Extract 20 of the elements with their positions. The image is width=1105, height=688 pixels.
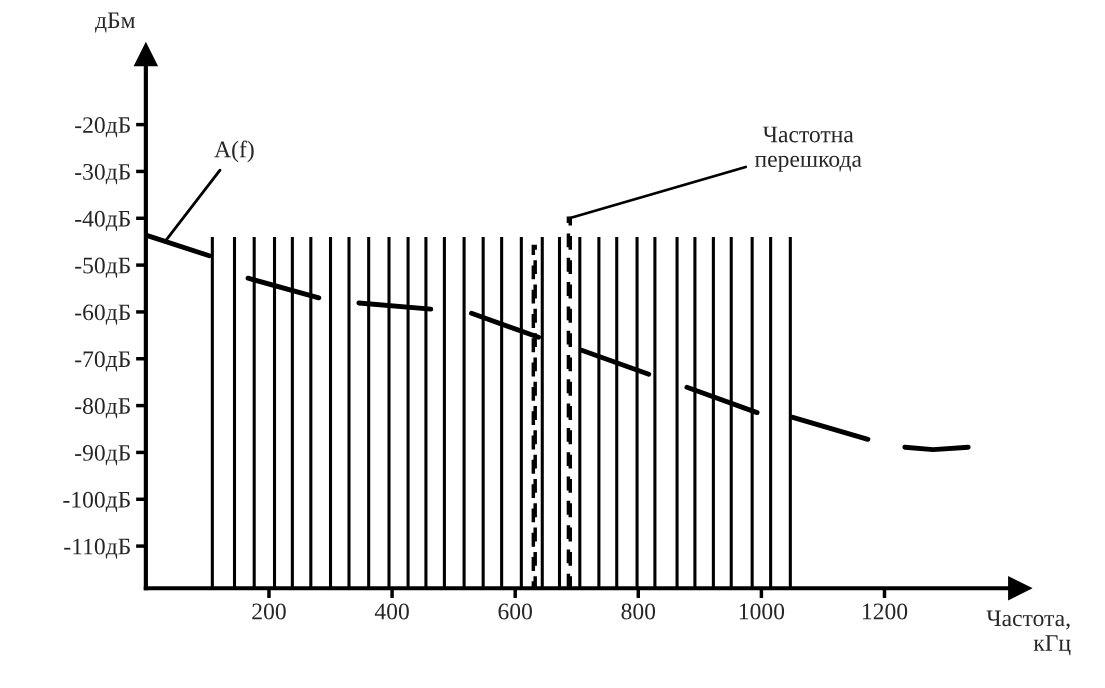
y-tick-label: -60дБ — [75, 304, 130, 325]
y-tick-label: -50дБ — [75, 257, 130, 278]
x-tick-label: 200 — [252, 603, 286, 620]
annotation: Частотна перешкода — [754, 126, 862, 172]
y-axis-title: дБм — [95, 12, 135, 33]
x-tick-label: 1000 — [739, 603, 785, 620]
x-tick-label: 1200 — [862, 603, 908, 620]
y-tick-label: -30дБ — [75, 163, 130, 185]
y-tick-label: -100дБ — [63, 491, 130, 513]
annotation: A(f) — [214, 140, 254, 163]
x-tick-label: 600 — [498, 603, 532, 620]
x-axis-title: Частота, кГц — [986, 610, 1071, 656]
x-tick-label: 800 — [621, 603, 656, 620]
y-tick-label: -90дБ — [75, 444, 130, 466]
x-tick-label: 400 — [374, 603, 409, 620]
y-tick-label: -20дБ — [75, 117, 130, 138]
y-tick-label: -80дБ — [75, 398, 130, 419]
y-tick-label: -110дБ — [64, 538, 130, 559]
y-tick-label: -40дБ — [75, 210, 130, 232]
y-tick-label: -70дБ — [75, 351, 130, 372]
